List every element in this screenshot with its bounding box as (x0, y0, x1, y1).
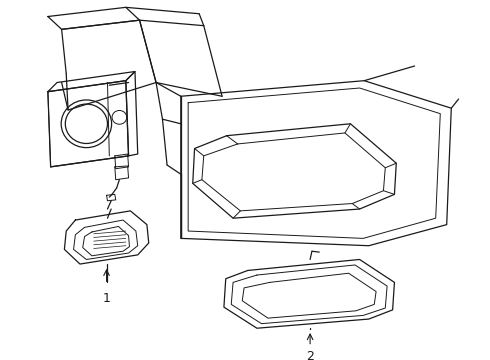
Text: 1: 1 (102, 292, 111, 305)
Text: 2: 2 (306, 350, 314, 360)
